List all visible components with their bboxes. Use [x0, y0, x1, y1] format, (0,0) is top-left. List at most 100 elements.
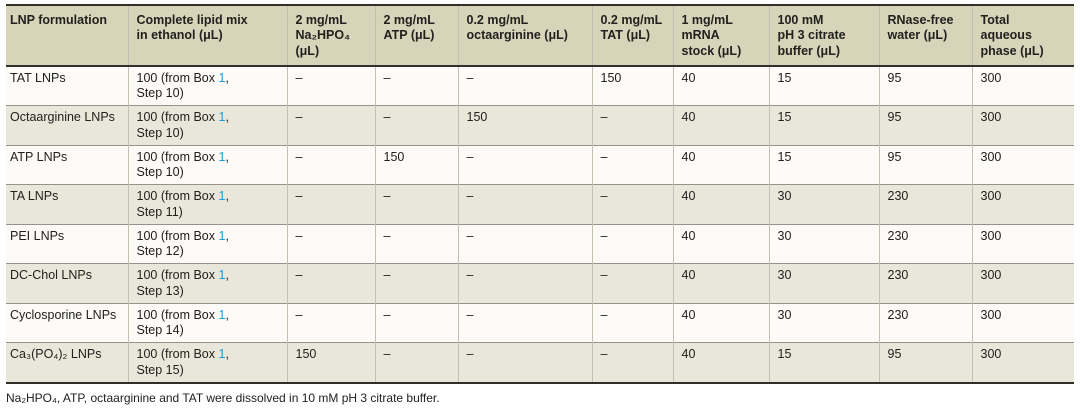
cell-water: 230: [878, 303, 972, 343]
lipid-mix-step-text: , Step 10): [136, 110, 229, 140]
box-1-link[interactable]: 1: [218, 189, 226, 204]
cell-total: 300: [971, 184, 1074, 225]
lipid-mix-text: 100 (from Box: [136, 189, 219, 204]
lipid-mix-text: 100 (from Box: [136, 70, 219, 85]
cell-mrna: 40: [672, 184, 769, 225]
cell-tat: –: [591, 184, 673, 225]
column-header-rnase-free-water: RNase-free water (μL): [878, 5, 972, 66]
cell-tat: –: [591, 303, 673, 343]
cell-citrate: 15: [768, 145, 879, 185]
cell-lipid-mix: 100 (from Box 1, Step 13): [127, 263, 287, 304]
lipid-mix-step-text: , Step 15): [136, 347, 229, 377]
cell-citrate: 30: [768, 184, 879, 225]
cell-citrate: 30: [768, 303, 879, 343]
cell-na2hpo4: –: [286, 105, 375, 146]
cell-octaarginine: –: [457, 224, 592, 264]
lipid-mix-step-text: , Step 10): [136, 70, 229, 100]
lipid-mix-text: 100 (from Box: [136, 110, 219, 125]
table-row-tat-lnps: TAT LNPs 100 (from Box 1, Step 10) – – –…: [6, 65, 1074, 106]
table-footnote: Na₂HPO₄, ATP, octaarginine and TAT were …: [6, 390, 440, 405]
lipid-mix-step-text: , Step 14): [136, 307, 229, 337]
lipid-mix-text: 100 (from Box: [136, 268, 219, 283]
cell-formulation: DC-Chol LNPs: [10, 268, 92, 283]
box-1-link[interactable]: 1: [218, 307, 226, 322]
lipid-mix-step-text: , Step 11): [136, 189, 229, 219]
cell-na2hpo4: –: [286, 263, 375, 304]
cell-total: 300: [971, 224, 1074, 264]
cell-octaarginine: –: [457, 184, 592, 225]
box-1-link[interactable]: 1: [218, 70, 226, 85]
cell-water: 230: [878, 224, 972, 264]
cell-tat: –: [591, 263, 673, 304]
cell-formulation: Cyclosporine LNPs: [10, 307, 117, 322]
table-row-octaarginine-lnps: Octaarginine LNPs 100 (from Box 1, Step …: [6, 105, 1074, 146]
cell-formulation: Octaarginine LNPs: [10, 110, 115, 125]
column-header-lipid-mix: Complete lipid mix in ethanol (μL): [127, 5, 287, 66]
column-header-mrna-stock: 1 mg/mL mRNA stock (μL): [672, 5, 769, 66]
cell-atp: –: [374, 184, 458, 225]
cell-atp: –: [374, 263, 458, 304]
cell-water: 95: [878, 105, 972, 146]
cell-citrate: 15: [768, 65, 879, 106]
cell-octaarginine: –: [457, 263, 592, 304]
cell-atp: –: [374, 65, 458, 106]
cell-na2hpo4: –: [286, 65, 375, 106]
cell-total: 300: [971, 65, 1074, 106]
cell-lipid-mix: 100 (from Box 1, Step 15): [127, 342, 287, 383]
cell-total: 300: [971, 145, 1074, 185]
cell-na2hpo4: –: [286, 145, 375, 185]
table-row-ca3po42-lnps: Ca₃(PO₄)₂ LNPs 100 (from Box 1, Step 15)…: [6, 342, 1074, 383]
box-1-link[interactable]: 1: [218, 228, 226, 243]
cell-lipid-mix: 100 (from Box 1, Step 12): [127, 224, 287, 264]
cell-mrna: 40: [672, 65, 769, 106]
cell-tat: –: [591, 224, 673, 264]
cell-water: 95: [878, 145, 972, 185]
cell-formulation: ATP LNPs: [10, 149, 68, 164]
cell-citrate: 30: [768, 263, 879, 304]
cell-mrna: 40: [672, 105, 769, 146]
cell-lipid-mix: 100 (from Box 1, Step 14): [127, 303, 287, 343]
cell-lipid-mix: 100 (from Box 1, Step 10): [127, 65, 287, 106]
table-container: LNP formulation Complete lipid mix in et…: [6, 4, 1074, 384]
cell-atp: –: [374, 105, 458, 146]
box-1-link[interactable]: 1: [218, 268, 226, 283]
cell-citrate: 15: [768, 342, 879, 383]
cell-mrna: 40: [672, 224, 769, 264]
cell-octaarginine: –: [457, 145, 592, 185]
cell-lipid-mix: 100 (from Box 1, Step 11): [127, 184, 287, 225]
cell-formulation: TA LNPs: [10, 189, 59, 204]
box-1-link[interactable]: 1: [218, 347, 226, 362]
cell-water: 95: [878, 65, 972, 106]
cell-octaarginine: 150: [457, 105, 592, 146]
cell-formulation: PEI LNPs: [10, 228, 65, 243]
cell-octaarginine: –: [457, 303, 592, 343]
box-1-link[interactable]: 1: [218, 110, 226, 125]
column-header-tat: 0.2 mg/mL TAT (μL): [591, 5, 673, 66]
cell-citrate: 30: [768, 224, 879, 264]
lipid-mix-text: 100 (from Box: [136, 228, 219, 243]
cell-lipid-mix: 100 (from Box 1, Step 10): [127, 105, 287, 146]
lnp-formulation-table: LNP formulation Complete lipid mix in et…: [6, 4, 1074, 384]
column-header-octaarginine: 0.2 mg/mL octaarginine (μL): [457, 5, 592, 66]
cell-tat: –: [591, 342, 673, 383]
cell-lipid-mix: 100 (from Box 1, Step 10): [127, 145, 287, 185]
table-body: TAT LNPs 100 (from Box 1, Step 10) – – –…: [6, 65, 1074, 383]
cell-tat: –: [591, 145, 673, 185]
cell-citrate: 15: [768, 105, 879, 146]
cell-total: 300: [971, 105, 1074, 146]
cell-atp: 150: [374, 145, 458, 185]
cell-atp: –: [374, 303, 458, 343]
lipid-mix-text: 100 (from Box: [136, 347, 219, 362]
cell-mrna: 40: [672, 263, 769, 304]
table-row-pei-lnps: PEI LNPs 100 (from Box 1, Step 12) – – –…: [6, 224, 1074, 264]
cell-mrna: 40: [672, 342, 769, 383]
header-row: LNP formulation Complete lipid mix in et…: [6, 5, 1074, 66]
table-header: LNP formulation Complete lipid mix in et…: [6, 5, 1074, 66]
column-header-atp: 2 mg/mL ATP (μL): [374, 5, 458, 66]
cell-na2hpo4: –: [286, 184, 375, 225]
cell-water: 230: [878, 184, 972, 225]
lipid-mix-step-text: , Step 10): [136, 149, 229, 179]
cell-tat: 150: [591, 65, 673, 106]
cell-total: 300: [971, 342, 1074, 383]
box-1-link[interactable]: 1: [218, 149, 226, 164]
